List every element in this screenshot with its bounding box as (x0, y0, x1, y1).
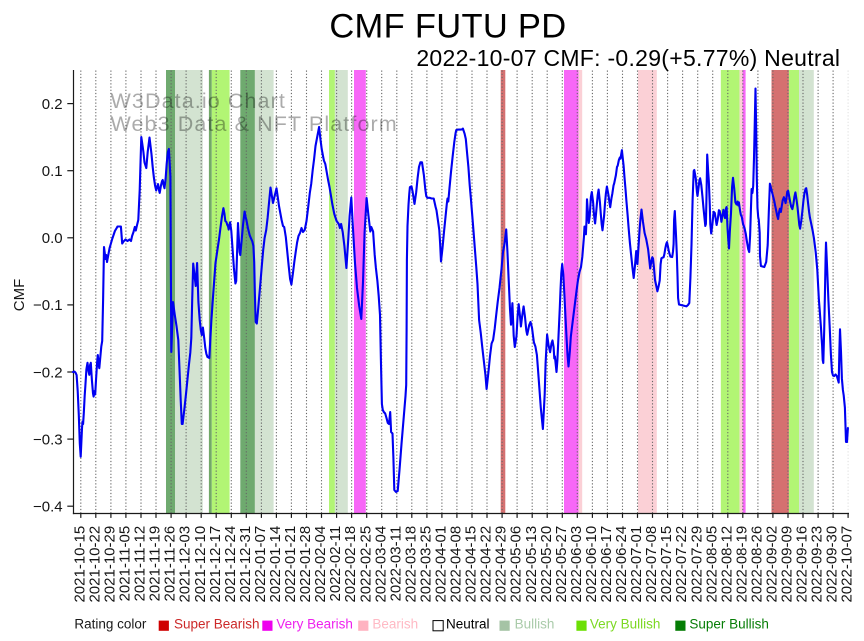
svg-text:2022-06-24: 2022-06-24 (613, 526, 630, 603)
svg-text:2022-09-02: 2022-09-02 (764, 526, 781, 603)
svg-text:2021-12-03: 2021-12-03 (177, 526, 194, 603)
svg-text:Very Bearish: Very Bearish (276, 617, 353, 632)
svg-text:0.1: 0.1 (42, 163, 63, 180)
svg-text:0.2: 0.2 (42, 96, 63, 113)
svg-text:2021-12-17: 2021-12-17 (207, 526, 224, 603)
svg-text:Rating color: Rating color (74, 617, 147, 632)
svg-text:CMF: CMF (11, 279, 28, 312)
svg-text:2022-09-16: 2022-09-16 (794, 526, 811, 603)
svg-text:2022-01-21: 2022-01-21 (282, 526, 299, 603)
svg-text:Neutral: Neutral (446, 617, 490, 632)
svg-text:2022-09-09: 2022-09-09 (779, 526, 796, 603)
svg-text:Very Bullish: Very Bullish (590, 617, 661, 632)
svg-text:2022-04-22: 2022-04-22 (478, 526, 495, 603)
svg-text:CMF FUTU PD: CMF FUTU PD (329, 7, 566, 45)
svg-text:2022-07-15: 2022-07-15 (658, 526, 675, 603)
svg-text:2022-06-10: 2022-06-10 (583, 526, 600, 603)
svg-text:2021-11-19: 2021-11-19 (147, 526, 164, 602)
svg-text:Bearish: Bearish (372, 617, 418, 632)
svg-text:2022-04-15: 2022-04-15 (463, 526, 480, 603)
svg-text:2022-07-01: 2022-07-01 (628, 526, 645, 603)
svg-text:Web3 Data & NFT Platform: Web3 Data & NFT Platform (111, 112, 398, 136)
svg-text:2022-01-07: 2022-01-07 (252, 526, 269, 603)
svg-text:2021-12-10: 2021-12-10 (192, 526, 209, 603)
svg-text:2021-11-12: 2021-11-12 (132, 526, 149, 602)
svg-text:2022-10-07: 2022-10-07 (839, 526, 856, 603)
svg-text:2022-08-26: 2022-08-26 (749, 526, 766, 603)
svg-text:2022-08-12: 2022-08-12 (718, 526, 735, 603)
svg-text:2022-05-06: 2022-05-06 (508, 526, 525, 603)
svg-text:2022-03-11: 2022-03-11 (387, 526, 404, 602)
svg-text:2022-05-13: 2022-05-13 (523, 526, 540, 603)
svg-text:2021-12-24: 2021-12-24 (222, 526, 239, 603)
svg-text:2022-03-25: 2022-03-25 (418, 526, 435, 603)
svg-text:2022-06-17: 2022-06-17 (598, 526, 615, 603)
svg-text:−0.3: −0.3 (33, 431, 63, 448)
svg-text:−0.4: −0.4 (33, 499, 63, 516)
svg-text:2022-09-23: 2022-09-23 (809, 526, 826, 603)
svg-text:2022-08-05: 2022-08-05 (703, 526, 720, 603)
svg-text:2021-12-31: 2021-12-31 (237, 526, 254, 603)
svg-text:2022-05-27: 2022-05-27 (553, 526, 570, 603)
svg-text:2022-02-11: 2022-02-11 (327, 526, 344, 602)
svg-text:2022-04-08: 2022-04-08 (448, 526, 465, 603)
svg-text:2022-01-28: 2022-01-28 (297, 526, 314, 603)
svg-text:2021-10-15: 2021-10-15 (71, 526, 88, 603)
svg-text:Super Bearish: Super Bearish (174, 617, 260, 632)
svg-text:2022-07-08: 2022-07-08 (643, 526, 660, 603)
svg-text:2022-04-01: 2022-04-01 (433, 526, 450, 603)
svg-text:Super Bullish: Super Bullish (689, 617, 769, 632)
svg-text:2021-10-22: 2021-10-22 (86, 526, 103, 603)
svg-text:2021-11-05: 2021-11-05 (117, 526, 134, 602)
svg-text:Bullish: Bullish (515, 617, 555, 632)
svg-text:2022-03-04: 2022-03-04 (372, 526, 389, 603)
svg-text:2022-02-18: 2022-02-18 (342, 526, 359, 603)
svg-text:2022-02-04: 2022-02-04 (312, 526, 329, 603)
svg-text:2022-01-14: 2022-01-14 (267, 526, 284, 603)
svg-text:0.0: 0.0 (42, 230, 63, 247)
svg-text:2022-10-07 CMF: -0.29(+5.77%): 2022-10-07 CMF: -0.29(+5.77%) Neutral (416, 45, 840, 71)
svg-text:−0.2: −0.2 (33, 364, 63, 381)
svg-text:2021-10-29: 2021-10-29 (102, 526, 119, 603)
svg-text:2022-04-29: 2022-04-29 (493, 526, 510, 603)
svg-text:2022-07-29: 2022-07-29 (688, 526, 705, 603)
svg-text:2022-05-20: 2022-05-20 (538, 526, 555, 603)
svg-text:2021-11-26: 2021-11-26 (162, 526, 179, 602)
svg-text:W3Data.io Chart: W3Data.io Chart (111, 89, 286, 113)
svg-text:2022-08-19: 2022-08-19 (733, 526, 750, 603)
svg-text:2022-09-30: 2022-09-30 (824, 526, 841, 603)
svg-text:2022-06-03: 2022-06-03 (568, 526, 585, 603)
svg-text:2022-02-25: 2022-02-25 (357, 526, 374, 603)
svg-text:−0.1: −0.1 (33, 297, 63, 314)
svg-text:2022-07-22: 2022-07-22 (673, 526, 690, 603)
svg-text:2022-03-18: 2022-03-18 (402, 526, 419, 603)
